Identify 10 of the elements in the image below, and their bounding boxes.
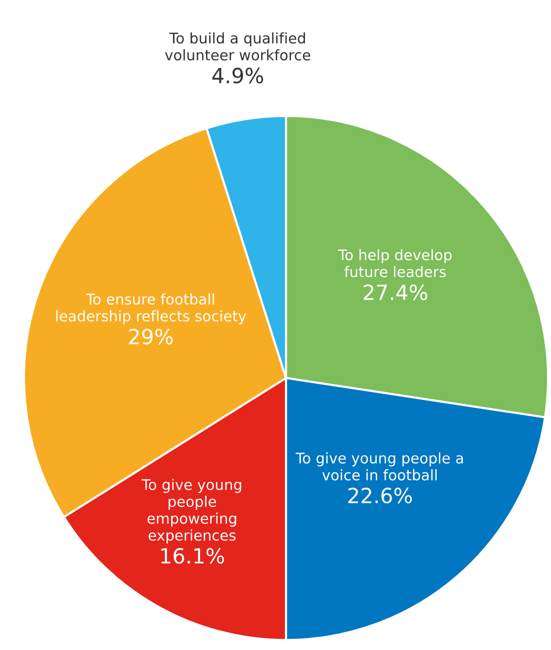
slice-label: To ensure football leadership reflects society [56, 293, 246, 324]
data-label: 27.4% [364, 284, 428, 300]
data-label: 4.9% [212, 68, 264, 84]
data-label: 29% [129, 328, 173, 344]
data-label: 16.1% [161, 548, 224, 564]
data-label: 22.6% [348, 488, 412, 504]
slice-label: To build a qualified volunteer workforce [165, 32, 310, 60]
slice-label: To give young people empowering experiences [142, 478, 242, 544]
slice-label: To help develop future leaders [338, 249, 452, 278]
slice-label: To give young people a voice in football [296, 452, 463, 480]
